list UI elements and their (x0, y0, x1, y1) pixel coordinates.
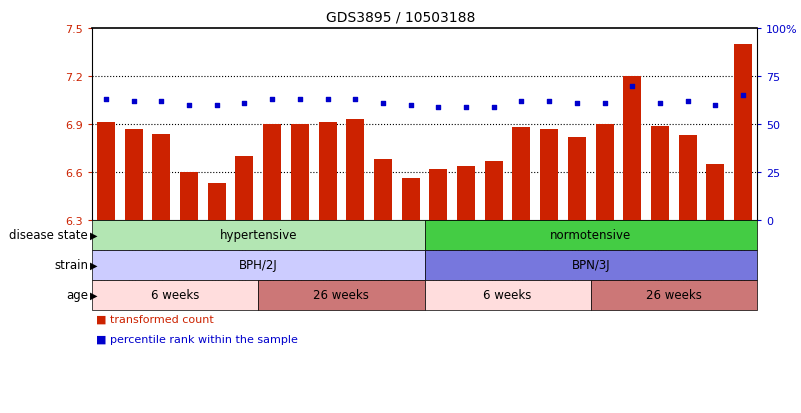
Point (460, 104, 473, 111)
Text: BPN/3J: BPN/3J (571, 259, 610, 272)
Point (99, 97, 112, 103)
Bar (568, 138, 586, 221)
Bar (429, 169, 448, 221)
Point (293, 97, 306, 103)
Point (321, 97, 334, 103)
Point (211, 102, 223, 109)
Point (598, 100, 611, 107)
Text: 26 weeks: 26 weeks (646, 288, 702, 301)
Point (709, 102, 722, 109)
Point (487, 104, 500, 111)
Point (238, 100, 251, 107)
Bar (125, 130, 143, 221)
Point (515, 98, 528, 105)
Text: ■ percentile rank within the sample: ■ percentile rank within the sample (96, 335, 298, 344)
Point (183, 102, 195, 109)
Bar (651, 126, 669, 221)
Point (349, 97, 362, 103)
Point (432, 104, 445, 111)
Text: normotensive: normotensive (550, 229, 631, 242)
Bar (207, 184, 226, 221)
Bar (291, 125, 309, 221)
Bar (540, 130, 558, 221)
Text: ▶: ▶ (90, 290, 97, 300)
Point (127, 98, 140, 105)
Point (737, 93, 750, 99)
Bar (235, 157, 253, 221)
Bar (319, 123, 336, 221)
Text: ■ transformed count: ■ transformed count (96, 314, 214, 324)
Point (376, 100, 389, 107)
Text: disease state: disease state (10, 229, 88, 242)
Text: strain: strain (54, 259, 88, 272)
Point (405, 102, 417, 109)
Bar (152, 134, 171, 221)
Text: ▶: ▶ (90, 260, 97, 270)
Bar (180, 173, 198, 221)
Point (155, 98, 167, 105)
Bar (485, 161, 503, 221)
Bar (596, 125, 614, 221)
Point (626, 83, 638, 90)
Text: GDS3895 / 10503188: GDS3895 / 10503188 (326, 10, 475, 24)
Bar (401, 179, 420, 221)
Text: ▶: ▶ (90, 230, 97, 240)
Bar (374, 160, 392, 221)
Bar (346, 120, 364, 221)
Bar (513, 128, 530, 221)
Bar (264, 125, 281, 221)
Point (266, 97, 279, 103)
Point (654, 100, 666, 107)
Bar (678, 136, 697, 221)
Text: BPH/2J: BPH/2J (239, 259, 278, 272)
Point (543, 98, 556, 105)
Bar (457, 166, 475, 221)
Text: age: age (66, 288, 88, 301)
Text: 6 weeks: 6 weeks (484, 288, 532, 301)
Bar (623, 77, 642, 221)
Text: hypertensive: hypertensive (219, 229, 297, 242)
Point (570, 100, 583, 107)
Bar (97, 123, 115, 221)
Point (682, 98, 694, 105)
Bar (706, 165, 724, 221)
Text: 26 weeks: 26 weeks (313, 288, 369, 301)
Text: 6 weeks: 6 weeks (151, 288, 199, 301)
Bar (734, 45, 752, 221)
